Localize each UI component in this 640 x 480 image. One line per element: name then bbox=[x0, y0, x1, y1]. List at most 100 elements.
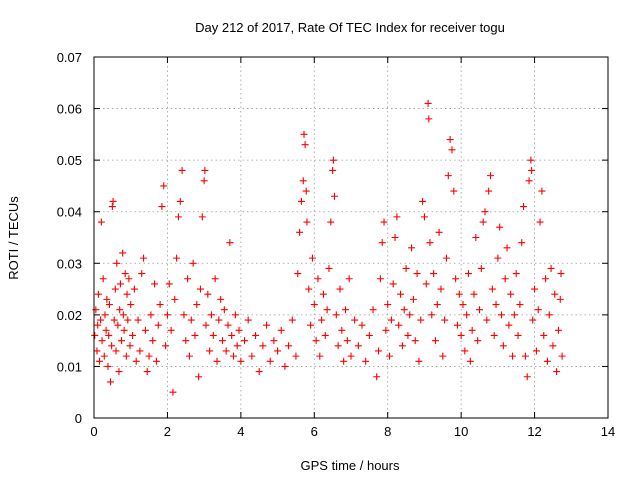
data-point bbox=[158, 203, 166, 211]
data-point bbox=[435, 228, 443, 236]
data-point bbox=[340, 357, 348, 365]
data-point bbox=[198, 213, 206, 221]
data-point bbox=[301, 141, 309, 149]
data-point bbox=[362, 357, 370, 365]
data-point bbox=[468, 326, 476, 334]
data-point bbox=[136, 347, 144, 355]
data-point bbox=[316, 352, 324, 360]
data-point bbox=[529, 316, 537, 324]
data-point bbox=[498, 311, 506, 319]
data-point bbox=[97, 218, 105, 226]
data-point bbox=[466, 357, 474, 365]
data-point bbox=[96, 357, 104, 365]
data-point bbox=[501, 275, 509, 283]
data-point bbox=[323, 306, 331, 314]
data-point bbox=[217, 295, 225, 303]
data-point bbox=[118, 337, 126, 345]
data-point bbox=[549, 342, 557, 350]
data-point bbox=[369, 306, 377, 314]
data-point bbox=[108, 203, 116, 211]
data-point bbox=[540, 331, 548, 339]
data-point bbox=[241, 337, 249, 345]
data-point bbox=[195, 373, 203, 381]
data-point bbox=[111, 285, 119, 293]
data-point bbox=[206, 347, 214, 355]
data-point bbox=[477, 264, 485, 272]
data-point bbox=[93, 347, 101, 355]
data-point bbox=[520, 203, 528, 211]
data-point bbox=[488, 285, 496, 293]
data-point bbox=[182, 337, 190, 345]
data-point bbox=[297, 197, 305, 205]
data-point bbox=[184, 275, 192, 283]
data-point bbox=[382, 326, 390, 334]
data-point bbox=[459, 301, 467, 309]
data-point bbox=[523, 373, 531, 381]
data-point bbox=[431, 337, 439, 345]
data-point bbox=[104, 362, 112, 370]
data-point bbox=[108, 342, 116, 350]
data-point bbox=[547, 264, 555, 272]
data-point bbox=[189, 259, 197, 267]
x-tick-label: 10 bbox=[454, 424, 468, 439]
data-point bbox=[299, 177, 307, 185]
data-point bbox=[91, 331, 99, 339]
data-point bbox=[204, 290, 212, 298]
data-point bbox=[332, 311, 340, 319]
data-point bbox=[398, 342, 406, 350]
data-point bbox=[554, 326, 562, 334]
data-point bbox=[274, 347, 282, 355]
data-point bbox=[444, 172, 452, 180]
data-point bbox=[259, 342, 267, 350]
data-point bbox=[248, 352, 256, 360]
data-point bbox=[113, 259, 121, 267]
data-point bbox=[222, 347, 230, 355]
data-point bbox=[147, 311, 155, 319]
data-point bbox=[470, 290, 478, 298]
data-point bbox=[496, 223, 504, 231]
data-point bbox=[531, 285, 539, 293]
axis-ticks bbox=[93, 56, 609, 419]
data-point bbox=[285, 342, 293, 350]
data-point bbox=[425, 115, 433, 123]
data-point bbox=[510, 311, 518, 319]
x-tick-label: 6 bbox=[311, 424, 318, 439]
data-point bbox=[200, 177, 208, 185]
data-point bbox=[92, 306, 100, 314]
data-point bbox=[538, 187, 546, 195]
data-point bbox=[387, 316, 395, 324]
data-point bbox=[505, 321, 513, 329]
data-points bbox=[91, 99, 566, 396]
data-point bbox=[329, 166, 337, 174]
data-point bbox=[193, 301, 201, 309]
data-point bbox=[211, 275, 219, 283]
data-point bbox=[154, 321, 162, 329]
data-point bbox=[178, 166, 186, 174]
data-point bbox=[171, 295, 179, 303]
data-point bbox=[525, 177, 533, 185]
data-point bbox=[132, 357, 140, 365]
data-point bbox=[557, 270, 565, 278]
data-point bbox=[518, 239, 526, 247]
data-point bbox=[230, 352, 238, 360]
data-point bbox=[509, 352, 517, 360]
data-point bbox=[512, 270, 520, 278]
data-point bbox=[294, 270, 302, 278]
data-point bbox=[341, 306, 349, 314]
data-point bbox=[422, 280, 430, 288]
data-point bbox=[393, 213, 401, 221]
data-point bbox=[292, 352, 300, 360]
data-point bbox=[439, 352, 447, 360]
data-point bbox=[105, 301, 113, 309]
data-point bbox=[376, 275, 384, 283]
data-point bbox=[94, 321, 102, 329]
data-point bbox=[125, 275, 133, 283]
data-point bbox=[127, 301, 135, 309]
data-point bbox=[415, 357, 423, 365]
data-point bbox=[319, 290, 327, 298]
data-point bbox=[169, 388, 177, 396]
data-point bbox=[121, 270, 129, 278]
data-point bbox=[448, 146, 456, 154]
data-point bbox=[187, 316, 195, 324]
x-tick-label: 4 bbox=[237, 424, 244, 439]
